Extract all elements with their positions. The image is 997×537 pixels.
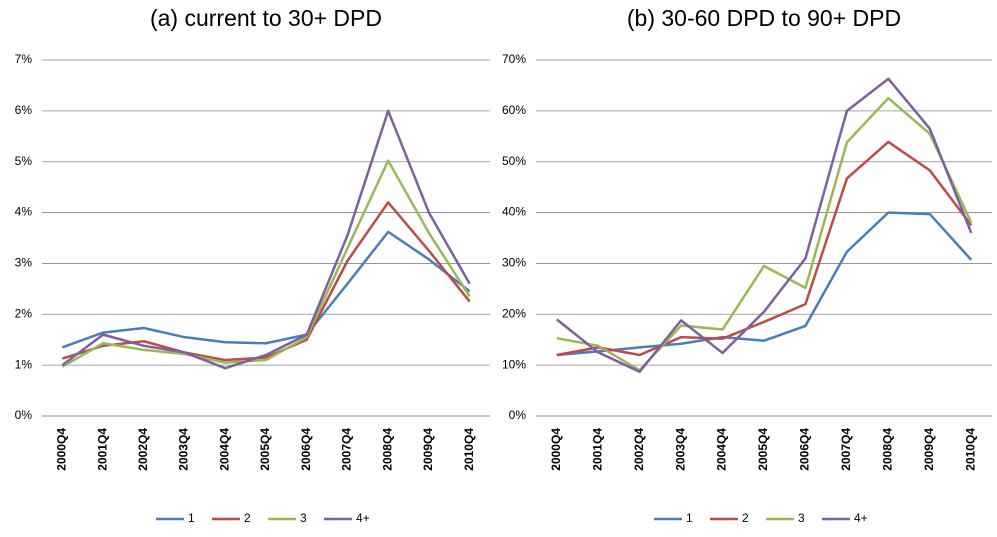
y-tick-label: 5% [15,154,33,168]
x-tick-label: 2009Q4 [421,428,435,471]
x-tick-label: 2007Q4 [839,428,853,471]
legend-label: 4+ [356,511,370,525]
chart-title: (b) 30-60 DPD to 90+ DPD [627,5,901,31]
series-line [61,109,471,370]
x-tick-label: 2001Q4 [590,428,604,471]
y-tick-label: 3% [15,256,33,270]
x-tick-label: 2008Q4 [380,428,394,471]
y-tick-label: 0% [15,408,33,422]
series-line [555,77,973,374]
series-line [61,230,471,349]
x-tick-label: 2008Q4 [881,428,895,471]
y-tick-label: 60% [502,103,526,117]
x-tick-label: 2003Q4 [177,428,191,471]
series-line [556,96,973,372]
legend-label: 2 [244,511,251,525]
legend-label: 3 [798,511,805,525]
y-tick-label: 50% [502,154,526,168]
series-line [556,140,973,357]
legend-label: 4+ [854,511,868,525]
x-tick-label: 2000Q4 [549,428,563,471]
x-tick-label: 2010Q4 [963,428,977,471]
series-line [61,159,471,368]
y-tick-label: 6% [15,103,33,117]
y-tick-label: 10% [502,357,526,371]
x-tick-label: 2001Q4 [95,428,109,471]
x-tick-label: 2002Q4 [632,428,646,471]
legend-label: 1 [686,511,693,525]
legend-label: 2 [742,511,749,525]
x-tick-label: 2005Q4 [756,428,770,471]
x-tick-label: 2007Q4 [340,428,354,471]
legend-label: 1 [188,511,195,525]
y-tick-label: 40% [502,205,526,219]
y-tick-label: 7% [15,52,33,66]
y-tick-label: 30% [502,256,526,270]
y-tick-label: 2% [15,306,33,320]
y-tick-label: 4% [15,205,33,219]
legend-label: 3 [300,511,307,525]
x-tick-label: 2004Q4 [715,428,729,471]
y-tick-label: 0% [509,408,527,422]
x-tick-label: 2010Q4 [462,428,476,471]
y-tick-label: 20% [502,306,526,320]
y-tick-label: 70% [502,52,526,66]
x-tick-label: 2004Q4 [217,428,231,471]
x-tick-label: 2003Q4 [673,428,687,471]
x-tick-label: 2002Q4 [136,428,150,471]
x-tick-label: 2006Q4 [798,428,812,471]
series-line [61,201,471,362]
y-tick-label: 1% [15,357,33,371]
series-line [556,211,973,357]
x-tick-label: 2005Q4 [258,428,272,471]
x-tick-label: 2009Q4 [922,428,936,471]
x-tick-label: 2000Q4 [55,428,69,471]
x-tick-label: 2006Q4 [299,428,313,471]
chart-title: (a) current to 30+ DPD [150,5,382,31]
